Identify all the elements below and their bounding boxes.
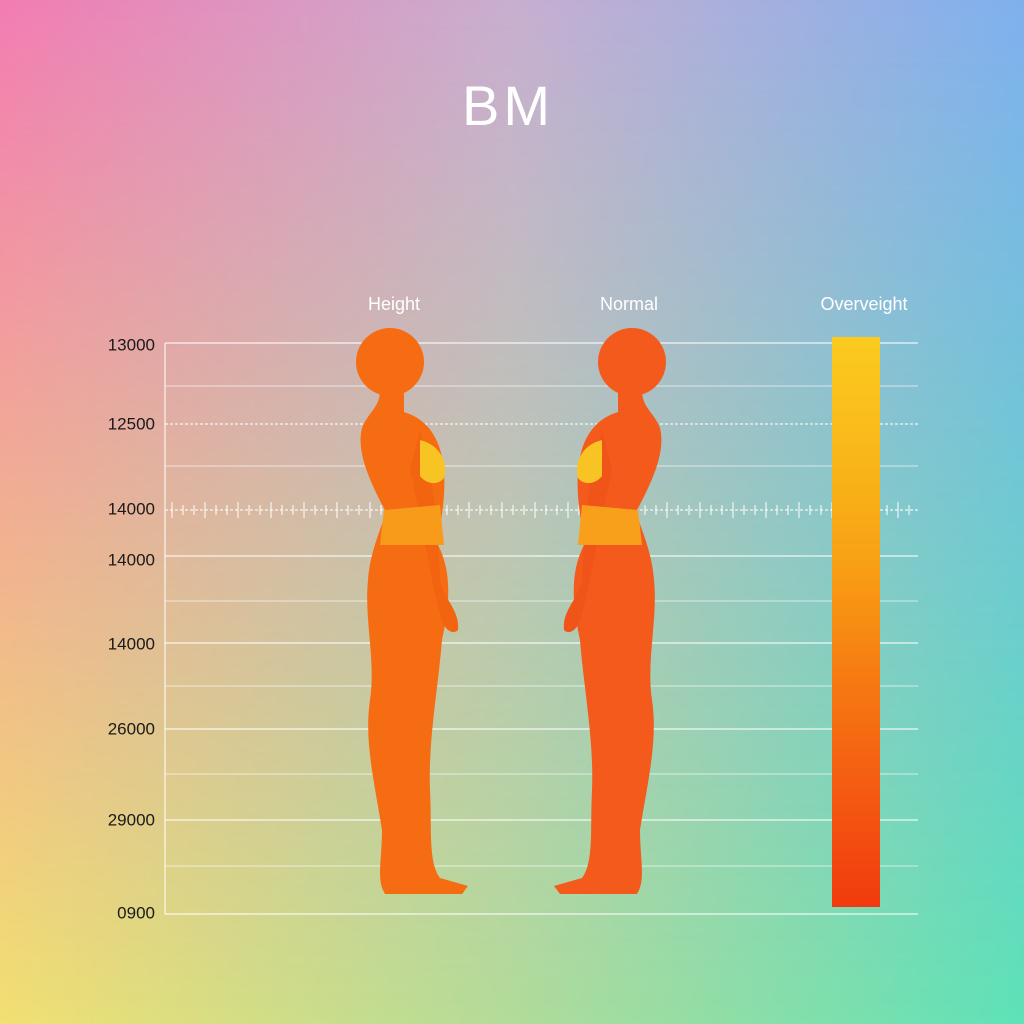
head: [598, 328, 666, 396]
figure-right: [554, 328, 666, 894]
waist: [380, 505, 444, 545]
column-label: Overveight: [820, 294, 907, 314]
title: BM: [462, 74, 554, 137]
column-label: Normal: [600, 294, 658, 314]
chest: [577, 440, 602, 484]
color-scale-bar: [832, 337, 880, 907]
axis-label: 29000: [108, 810, 155, 829]
axis-label: 14000: [108, 634, 155, 653]
head: [356, 328, 424, 396]
axis-label: 0900: [117, 903, 155, 922]
chest: [420, 440, 445, 484]
waist: [578, 505, 642, 545]
axis-label: 14000: [108, 550, 155, 569]
figure-left: [356, 328, 468, 894]
grid: [164, 342, 918, 915]
axis-label: 26000: [108, 719, 155, 738]
axis-label: 13000: [108, 335, 155, 354]
column-label: Height: [368, 294, 420, 314]
axis-label: 12500: [108, 414, 155, 433]
axis-label: 14000: [108, 499, 155, 518]
